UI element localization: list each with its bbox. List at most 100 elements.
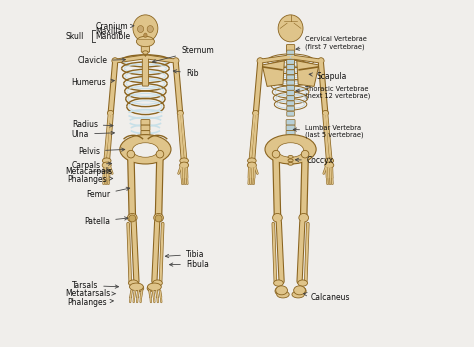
Ellipse shape [102, 162, 111, 168]
Ellipse shape [325, 158, 334, 163]
Ellipse shape [147, 283, 161, 291]
Ellipse shape [278, 15, 303, 42]
Ellipse shape [129, 215, 136, 222]
Ellipse shape [102, 158, 111, 163]
Ellipse shape [155, 215, 162, 222]
Text: Femur: Femur [86, 187, 130, 200]
Text: Patella: Patella [84, 217, 128, 226]
FancyBboxPatch shape [287, 54, 294, 59]
Ellipse shape [318, 58, 324, 64]
Ellipse shape [136, 285, 144, 291]
Text: Humerus: Humerus [71, 78, 114, 87]
Ellipse shape [132, 143, 158, 157]
FancyBboxPatch shape [287, 75, 294, 80]
FancyBboxPatch shape [287, 59, 294, 64]
Text: Fibula: Fibula [170, 260, 209, 269]
FancyBboxPatch shape [287, 80, 294, 85]
Ellipse shape [120, 135, 171, 164]
Ellipse shape [147, 285, 155, 291]
FancyBboxPatch shape [141, 136, 150, 142]
Ellipse shape [277, 291, 289, 298]
Ellipse shape [247, 158, 256, 163]
FancyBboxPatch shape [287, 73, 294, 77]
Polygon shape [262, 61, 284, 86]
FancyBboxPatch shape [287, 111, 294, 116]
Text: Metacarpals: Metacarpals [65, 167, 112, 176]
Ellipse shape [153, 280, 163, 286]
FancyBboxPatch shape [141, 130, 150, 136]
Ellipse shape [272, 150, 280, 158]
Ellipse shape [128, 280, 138, 286]
Ellipse shape [137, 26, 144, 33]
Text: Metatarsals: Metatarsals [65, 289, 116, 298]
FancyBboxPatch shape [287, 96, 294, 101]
Ellipse shape [180, 162, 189, 168]
Ellipse shape [154, 213, 164, 222]
FancyBboxPatch shape [141, 125, 150, 130]
FancyBboxPatch shape [287, 77, 294, 82]
Ellipse shape [108, 110, 114, 116]
Text: Carpals: Carpals [72, 161, 112, 170]
Ellipse shape [156, 150, 164, 158]
FancyBboxPatch shape [287, 64, 294, 68]
Ellipse shape [325, 162, 334, 168]
Ellipse shape [147, 26, 154, 33]
FancyBboxPatch shape [141, 142, 150, 147]
Ellipse shape [273, 280, 283, 286]
Text: Coccyx: Coccyx [295, 156, 334, 165]
Text: Thoracic Vertebrae
(next 12 vertebrae): Thoracic Vertebrae (next 12 vertebrae) [296, 86, 371, 99]
Text: Scapula: Scapula [309, 71, 347, 81]
Text: Cranium: Cranium [95, 23, 134, 32]
Ellipse shape [288, 155, 293, 158]
Ellipse shape [177, 110, 183, 116]
FancyBboxPatch shape [286, 130, 295, 136]
FancyBboxPatch shape [286, 136, 295, 142]
Text: Calcaneus: Calcaneus [303, 293, 350, 303]
Ellipse shape [127, 150, 135, 158]
Ellipse shape [143, 60, 148, 63]
Ellipse shape [288, 162, 293, 165]
FancyBboxPatch shape [141, 44, 150, 52]
Ellipse shape [143, 64, 148, 68]
FancyBboxPatch shape [286, 125, 295, 130]
FancyBboxPatch shape [287, 101, 294, 106]
Text: Radius: Radius [72, 120, 113, 129]
Text: Tarsals: Tarsals [72, 281, 118, 290]
Text: Pelvis: Pelvis [78, 146, 125, 155]
Ellipse shape [265, 135, 316, 164]
FancyBboxPatch shape [287, 106, 294, 111]
Text: Sternum: Sternum [153, 46, 214, 63]
Ellipse shape [143, 55, 148, 59]
Text: Clavicle: Clavicle [77, 56, 126, 65]
FancyBboxPatch shape [286, 44, 295, 52]
Ellipse shape [128, 213, 137, 222]
Text: Phalanges: Phalanges [67, 175, 113, 184]
Text: Phalanges: Phalanges [67, 298, 113, 306]
Ellipse shape [301, 150, 309, 158]
Ellipse shape [292, 291, 304, 298]
Ellipse shape [247, 162, 256, 168]
FancyBboxPatch shape [141, 120, 150, 125]
Text: Lumbar Vertebra
(last 5 vertebrae): Lumbar Vertebra (last 5 vertebrae) [293, 125, 364, 138]
Ellipse shape [112, 58, 118, 64]
Ellipse shape [257, 58, 263, 64]
Text: Mandible: Mandible [95, 33, 130, 42]
FancyBboxPatch shape [287, 68, 294, 73]
Ellipse shape [276, 286, 287, 295]
Text: Ulna: Ulna [72, 129, 114, 138]
Ellipse shape [180, 158, 189, 163]
Text: Skull: Skull [65, 32, 83, 41]
Ellipse shape [133, 15, 158, 42]
FancyBboxPatch shape [287, 91, 294, 95]
Ellipse shape [300, 288, 306, 295]
FancyBboxPatch shape [287, 50, 294, 55]
FancyBboxPatch shape [287, 59, 294, 64]
Ellipse shape [129, 283, 143, 291]
Ellipse shape [143, 51, 148, 54]
Ellipse shape [275, 288, 281, 295]
Ellipse shape [137, 36, 155, 46]
FancyBboxPatch shape [287, 85, 294, 90]
Ellipse shape [144, 33, 147, 37]
Ellipse shape [253, 110, 259, 116]
FancyBboxPatch shape [142, 56, 148, 86]
